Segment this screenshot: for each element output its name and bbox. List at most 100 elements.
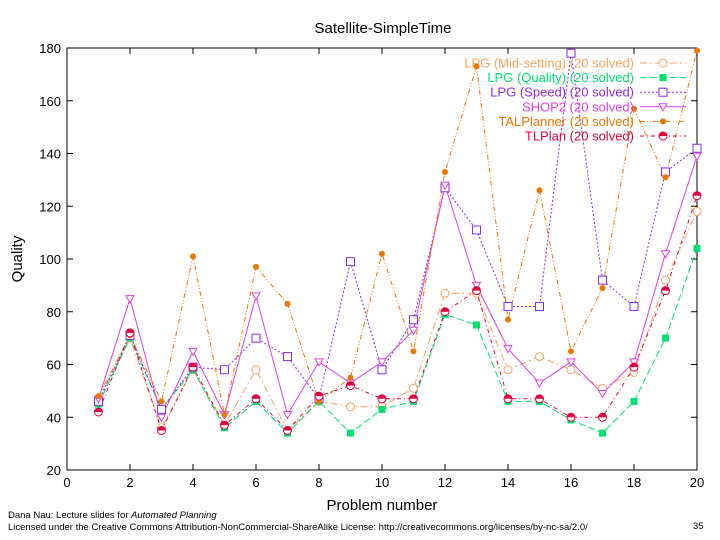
x-tick-label: 8 <box>315 475 322 490</box>
series-line <box>98 248 698 434</box>
data-point <box>251 292 261 301</box>
data-point <box>473 63 480 70</box>
data-point <box>631 105 637 112</box>
data-point <box>536 187 543 194</box>
x-tick-label: 20 <box>690 475 704 490</box>
data-point <box>629 301 639 311</box>
data-point <box>283 425 292 435</box>
data-point <box>598 275 607 285</box>
data-point <box>377 394 387 404</box>
footer-credit: Dana Nau: Lecture slides for Automated P… <box>8 510 588 534</box>
legend-marker <box>658 103 668 112</box>
y-tick-label: 120 <box>39 199 61 214</box>
y-tick-label: 160 <box>39 94 61 109</box>
data-point <box>409 394 418 404</box>
data-point <box>662 174 669 181</box>
x-tick-label: 14 <box>501 475 515 490</box>
x-tick-label: 12 <box>438 475 452 490</box>
data-point <box>503 345 513 354</box>
y-tick-label: 140 <box>39 147 61 162</box>
data-point <box>692 143 702 153</box>
data-point <box>378 405 386 413</box>
axis-ticks: 0 2 4 6 8 10 12 14 16 18 20 20 40 60 80 100 120 140 160 180 <box>39 41 704 490</box>
data-point <box>94 407 103 417</box>
data-point <box>692 152 702 162</box>
data-point <box>284 300 291 307</box>
y-tick-label: 80 <box>47 305 61 320</box>
data-point <box>566 48 576 58</box>
series-line <box>98 195 698 432</box>
data-point <box>472 225 481 235</box>
data-point <box>661 286 670 296</box>
legend-label: TLPlan (20 solved) <box>525 129 634 144</box>
data-point <box>408 326 419 336</box>
series-lines <box>98 50 698 434</box>
series-line <box>98 53 698 411</box>
data-point <box>410 348 417 355</box>
data-point <box>503 394 513 404</box>
legend-marker <box>660 118 666 125</box>
data-point <box>314 358 324 367</box>
data-point <box>534 379 545 388</box>
data-point <box>693 244 701 252</box>
footer-line-1: Dana Nau: Lecture slides for Automated P… <box>8 510 588 522</box>
x-axis-label: Problem number <box>327 497 438 514</box>
x-tick-label: 18 <box>627 475 641 490</box>
data-point <box>251 365 261 375</box>
legend-marker <box>659 74 667 82</box>
data-point <box>282 411 293 420</box>
series-line <box>98 211 698 432</box>
data-point <box>503 301 513 311</box>
data-point <box>157 425 166 435</box>
x-tick-label: 16 <box>564 475 578 490</box>
legend-marker <box>658 58 668 68</box>
data-point <box>440 181 450 191</box>
data-point <box>505 316 511 323</box>
data-point <box>597 390 608 399</box>
data-point <box>535 394 544 404</box>
legend-label: LPG (Speed) (20 solved) <box>490 85 634 100</box>
data-point <box>156 413 167 423</box>
data-point <box>409 383 418 393</box>
data-point <box>473 321 480 329</box>
data-point <box>599 429 606 437</box>
y-tick-label: 20 <box>47 463 61 478</box>
y-tick-label: 100 <box>39 252 61 267</box>
data-point <box>662 334 669 342</box>
y-tick-label: 180 <box>39 41 61 56</box>
series-line <box>98 50 698 415</box>
data-point <box>221 411 228 418</box>
data-point <box>442 168 448 175</box>
data-point <box>471 281 482 291</box>
legend-label: LPG (Mid-setting) (20 solved) <box>464 56 634 71</box>
data-point <box>220 420 229 430</box>
data-point <box>125 328 135 338</box>
series-line <box>98 155 698 419</box>
data-point <box>190 253 196 260</box>
legend-marker <box>658 131 668 141</box>
data-point <box>598 412 607 422</box>
data-point <box>157 404 166 414</box>
data-point <box>409 315 418 325</box>
legend-label: TALPlanner (20 solved) <box>498 114 634 129</box>
data-point <box>661 275 670 285</box>
data-point <box>568 348 574 355</box>
data-point <box>599 285 606 292</box>
data-point <box>440 307 450 317</box>
data-point <box>692 191 702 201</box>
x-tick-label: 10 <box>375 475 389 490</box>
data-point <box>692 207 702 217</box>
data-point <box>377 365 387 375</box>
data-point <box>566 365 576 375</box>
page-number: 35 <box>693 521 704 532</box>
x-tick-label: 2 <box>126 475 133 490</box>
legend-marker <box>658 87 668 97</box>
data-point <box>535 352 544 362</box>
data-point <box>346 402 355 412</box>
data-point <box>379 250 385 257</box>
legend: LPG (Mid-setting) (20 solved)LPG (Qualit… <box>464 56 686 144</box>
data-point <box>440 288 450 298</box>
y-axis-label: Quality <box>9 235 26 282</box>
y-tick-label: 60 <box>47 358 61 373</box>
footer-prefix: Dana Nau: Lecture slides for <box>8 510 132 521</box>
